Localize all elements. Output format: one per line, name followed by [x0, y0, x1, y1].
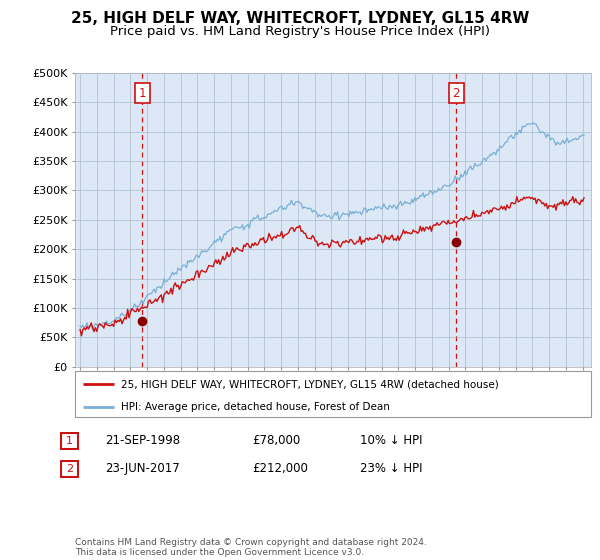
Text: 25, HIGH DELF WAY, WHITECROFT, LYDNEY, GL15 4RW (detached house): 25, HIGH DELF WAY, WHITECROFT, LYDNEY, G…: [121, 379, 499, 389]
Text: 23-JUN-2017: 23-JUN-2017: [105, 462, 180, 475]
FancyBboxPatch shape: [75, 371, 591, 417]
Text: Contains HM Land Registry data © Crown copyright and database right 2024.
This d: Contains HM Land Registry data © Crown c…: [75, 538, 427, 557]
Text: £78,000: £78,000: [252, 434, 300, 447]
Text: 10% ↓ HPI: 10% ↓ HPI: [360, 434, 422, 447]
Text: £212,000: £212,000: [252, 462, 308, 475]
Text: 1: 1: [66, 436, 73, 446]
FancyBboxPatch shape: [61, 461, 78, 477]
Text: 1: 1: [139, 87, 146, 100]
Text: 2: 2: [452, 87, 460, 100]
FancyBboxPatch shape: [61, 433, 78, 449]
Text: 25, HIGH DELF WAY, WHITECROFT, LYDNEY, GL15 4RW: 25, HIGH DELF WAY, WHITECROFT, LYDNEY, G…: [71, 11, 529, 26]
Text: Price paid vs. HM Land Registry's House Price Index (HPI): Price paid vs. HM Land Registry's House …: [110, 25, 490, 38]
Text: 2: 2: [66, 464, 73, 474]
Text: HPI: Average price, detached house, Forest of Dean: HPI: Average price, detached house, Fore…: [121, 402, 391, 412]
Text: 21-SEP-1998: 21-SEP-1998: [105, 434, 180, 447]
Text: 23% ↓ HPI: 23% ↓ HPI: [360, 462, 422, 475]
